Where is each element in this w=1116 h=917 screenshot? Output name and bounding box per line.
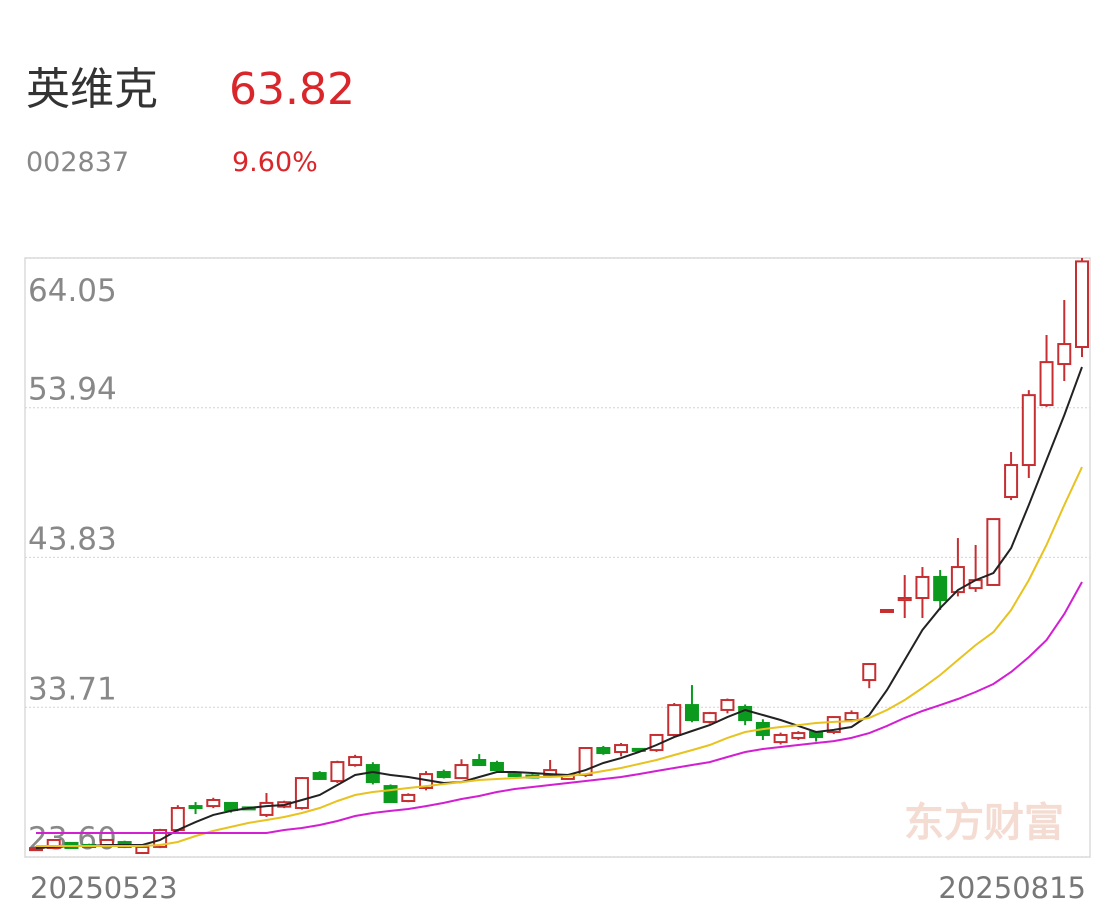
- candle-body: [383, 785, 398, 804]
- y-tick-label: 43.83: [28, 521, 117, 557]
- candle-body: [1021, 394, 1036, 467]
- candle-body: [489, 761, 504, 772]
- stock-code: 002837: [26, 147, 129, 178]
- candle-body: [206, 798, 221, 808]
- candle-body: [738, 705, 753, 722]
- candle-body: [29, 847, 43, 852]
- candle-body: [614, 744, 629, 754]
- candle-body: [1039, 361, 1054, 407]
- y-tick-label: 33.71: [28, 671, 117, 707]
- candle-body: [436, 770, 451, 779]
- candle-body: [596, 747, 611, 755]
- candle-body: [46, 838, 61, 849]
- candle-body: [773, 733, 788, 744]
- moving-average-line: [36, 581, 1083, 834]
- candle-body: [667, 704, 682, 736]
- stock-change: 9.60%: [232, 147, 318, 178]
- candle-body: [933, 575, 948, 602]
- candle-body: [330, 761, 345, 783]
- candle-body: [507, 773, 522, 778]
- candle-body: [684, 704, 699, 722]
- stock-price: 63.82: [229, 64, 355, 115]
- candle-body: [454, 764, 469, 780]
- candle-body: [1004, 464, 1019, 499]
- candle-body: [348, 756, 363, 767]
- watermark: 东方财富: [904, 800, 1064, 846]
- candle-body: [188, 805, 203, 810]
- candle-body: [862, 663, 877, 682]
- candle-body: [915, 575, 930, 600]
- candle-body: [472, 759, 487, 767]
- candle-body: [897, 597, 912, 602]
- x-tick-label: 20250815: [938, 871, 1086, 905]
- candle-body: [1057, 343, 1072, 366]
- candle-body: [1075, 260, 1089, 348]
- stock-name: 英维克: [26, 64, 158, 115]
- candle-body: [259, 801, 274, 816]
- candle-body: [844, 712, 859, 722]
- candle-body: [968, 579, 983, 590]
- candle-body: [135, 845, 150, 855]
- candle-body: [401, 793, 416, 803]
- candle-body: [224, 801, 239, 812]
- candle-body: [294, 777, 309, 809]
- y-tick-label: 53.94: [28, 372, 117, 408]
- candle-body: [170, 806, 185, 832]
- candle-body: [791, 732, 806, 739]
- candle-body: [879, 608, 894, 613]
- moving-average-line: [35, 366, 1083, 849]
- x-tick-label: 20250523: [30, 871, 178, 905]
- candle-body: [312, 772, 327, 780]
- candle-body: [153, 829, 168, 848]
- candle-body: [720, 699, 735, 711]
- moving-average-line: [36, 466, 1083, 847]
- y-tick-label: 64.05: [28, 273, 117, 309]
- candle-body: [702, 712, 717, 723]
- candle-body: [950, 566, 965, 594]
